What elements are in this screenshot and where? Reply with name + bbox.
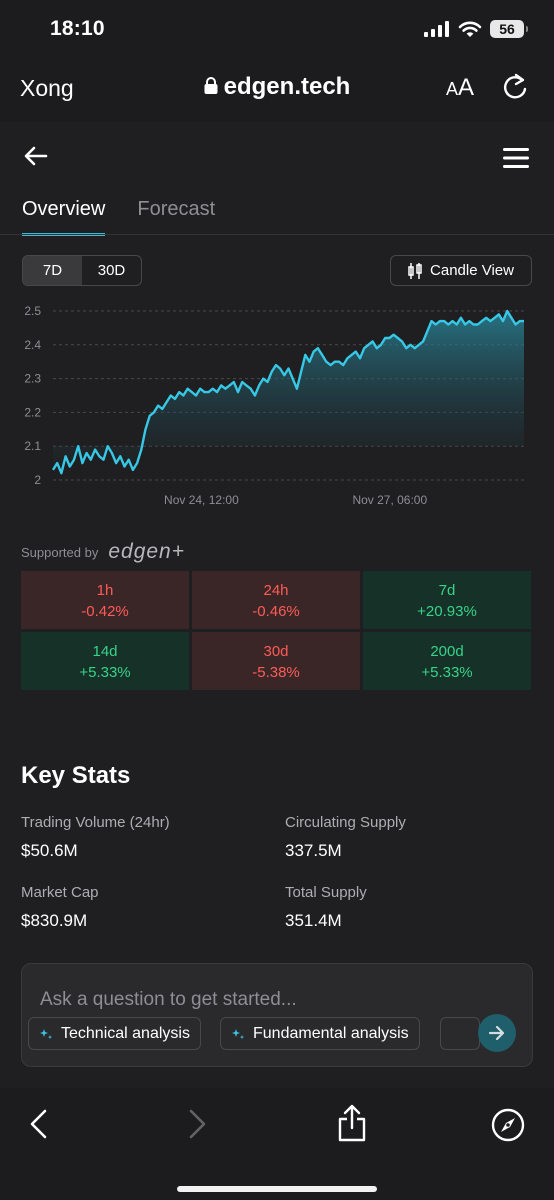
status-icons: 56 — [424, 20, 528, 38]
y-tick-label: 2.1 — [24, 439, 41, 453]
key-stats-title: Key Stats — [21, 762, 131, 789]
status-bar: 18:10 56 — [0, 0, 554, 56]
text-size-small: A — [446, 79, 459, 99]
ask-input[interactable]: Ask a question to get started... — [40, 989, 297, 1010]
sparkle-icon — [40, 1028, 52, 1039]
stat-label: Circulating Supply — [285, 814, 406, 831]
performance-grid: 1h -0.42% 24h -0.46% 7d +20.93% 14d +5.33% 3… — [21, 571, 533, 690]
perf-cell-24h: 24h -0.46% — [192, 571, 360, 629]
tab-forecast[interactable]: Forecast — [137, 198, 216, 220]
perf-change: -0.42% — [81, 603, 129, 620]
perf-change: +5.33% — [421, 664, 473, 681]
perf-period: 200d — [430, 643, 464, 660]
browser-address-bar: Xong edgen.tech AA — [0, 56, 554, 122]
chip-label: Technical analysis — [61, 1024, 190, 1042]
share-icon[interactable] — [337, 1104, 367, 1142]
supported-by-label: Supported by — [21, 544, 99, 560]
stat-market-cap: Market Cap $830.9M — [21, 884, 99, 931]
browser-forward-icon[interactable] — [186, 1108, 208, 1140]
perf-change: -5.38% — [252, 664, 300, 681]
perf-cell-30d: 30d -5.38% — [192, 632, 360, 690]
home-indicator — [177, 1186, 377, 1192]
stat-label: Market Cap — [21, 884, 99, 901]
y-tick-label: 2.2 — [24, 405, 41, 419]
send-button[interactable] — [478, 1014, 516, 1052]
back-arrow-icon[interactable] — [24, 146, 48, 166]
perf-cell-7d: 7d +20.93% — [363, 571, 531, 629]
price-area-fill — [53, 311, 524, 474]
wifi-icon — [458, 21, 482, 37]
tab-overview[interactable]: Overview — [22, 198, 106, 236]
stat-value: 337.5M — [285, 841, 342, 860]
chip-label: Fundamental analysis — [253, 1024, 409, 1042]
y-tick-label: 2.3 — [24, 372, 41, 386]
tab-bar: Overview Forecast — [22, 198, 215, 236]
perf-period: 14d — [92, 643, 118, 660]
y-tick-label: 2 — [34, 473, 41, 487]
range-toggle: 7D 30D — [22, 255, 142, 286]
chip-fundamental-analysis[interactable]: Fundamental analysis — [220, 1017, 420, 1050]
arrow-right-icon — [488, 1025, 505, 1041]
candle-view-button[interactable]: Candle View — [390, 255, 532, 286]
text-size-large: A — [458, 74, 475, 101]
stat-trading-volume: Trading Volume (24hr) $50.6M — [21, 814, 170, 861]
chip-more[interactable] — [440, 1017, 480, 1050]
x-tick-label: Nov 27, 06:00 — [352, 493, 427, 507]
candle-view-label: Candle View — [430, 262, 514, 279]
battery-indicator: 56 — [490, 20, 528, 38]
stat-value: 351.4M — [285, 911, 342, 930]
perf-period: 1h — [96, 582, 114, 599]
stat-circulating-supply: Circulating Supply 337.5M — [285, 814, 406, 861]
perf-period: 7d — [438, 582, 456, 599]
reload-icon[interactable] — [502, 72, 530, 102]
cellular-signal-icon — [424, 21, 449, 37]
range-7d[interactable]: 7D — [23, 256, 82, 285]
chip-technical-analysis[interactable]: Technical analysis — [28, 1017, 201, 1050]
x-tick-label: Nov 24, 12:00 — [164, 493, 239, 507]
y-tick-label: 2.5 — [24, 304, 41, 318]
perf-period: 24h — [263, 582, 289, 599]
stat-label: Total Supply — [285, 884, 367, 901]
y-tick-label: 2.4 — [24, 338, 41, 352]
perf-change: +5.33% — [79, 664, 131, 681]
perf-cell-14d: 14d +5.33% — [21, 632, 189, 690]
supported-by: Supported by edgen+ — [21, 540, 185, 564]
edgen-logo: edgen+ — [108, 540, 186, 563]
status-time: 18:10 — [50, 17, 105, 40]
sparkle-icon — [232, 1028, 244, 1039]
compass-icon[interactable] — [491, 1108, 525, 1142]
ask-box[interactable]: Ask a question to get started... Technic… — [21, 963, 533, 1067]
browser-url[interactable]: edgen.tech — [0, 73, 554, 101]
range-30d[interactable]: 30D — [97, 262, 126, 279]
browser-toolbar — [0, 1088, 554, 1200]
lock-icon — [204, 76, 218, 94]
stat-total-supply: Total Supply 351.4M — [285, 884, 367, 931]
price-line — [51, 309, 524, 475]
perf-period: 30d — [263, 643, 289, 660]
candlestick-icon — [408, 262, 422, 279]
perf-change: +20.93% — [417, 603, 477, 620]
page-content: Overview Forecast 7D 30D Candle View 2.5… — [0, 122, 554, 1088]
stat-value: $830.9M — [21, 911, 88, 930]
perf-cell-1h: 1h -0.42% — [21, 571, 189, 629]
price-chart[interactable]: 2.5 2.4 2.3 2.2 2.1 2 Nov 24, 12:00 Nov 27, 06… — [0, 294, 554, 524]
stat-label: Trading Volume (24hr) — [21, 814, 170, 831]
perf-cell-200d: 200d +5.33% — [363, 632, 531, 690]
stat-value: $50.6M — [21, 841, 78, 860]
text-size-button[interactable]: AA — [446, 74, 474, 102]
hamburger-menu-icon[interactable] — [503, 148, 529, 168]
browser-url-text: edgen.tech — [223, 73, 351, 100]
perf-change: -0.46% — [252, 603, 300, 620]
browser-back-icon[interactable] — [28, 1108, 50, 1140]
tabs-divider — [0, 234, 554, 235]
browser-back-label[interactable]: Xong — [20, 75, 74, 101]
